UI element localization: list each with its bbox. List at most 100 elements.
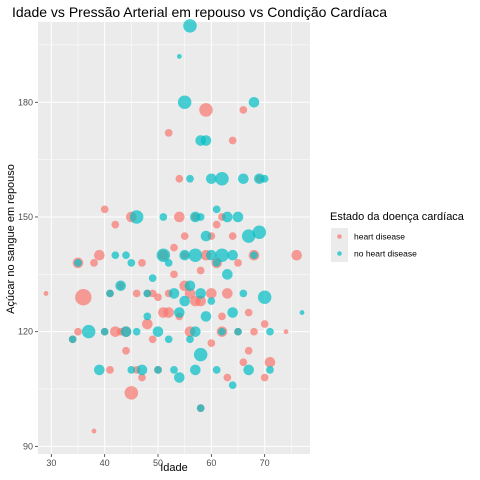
y-tick-label: 180 [18, 97, 33, 107]
point-no-heart-disease [156, 248, 171, 262]
point-no-heart-disease [299, 310, 305, 315]
axes: 30 40 50 60 70 90 120 150 180 [18, 97, 270, 468]
point-heart-disease [148, 289, 157, 298]
y-axis-title: Açúcar no sangue em repouso [5, 164, 17, 314]
point-heart-disease [122, 346, 130, 355]
point-no-heart-disease [252, 225, 267, 240]
x-tick-label: 30 [46, 458, 56, 468]
legend-title: Estado da doença cardíaca [330, 211, 465, 223]
point-no-heart-disease [186, 174, 194, 183]
point-no-heart-disease [152, 326, 164, 337]
point-no-heart-disease [120, 326, 132, 337]
point-no-heart-disease [232, 211, 244, 223]
point-heart-disease [100, 205, 109, 214]
legend-key-no-heart-disease [337, 251, 342, 256]
point-heart-disease [234, 258, 242, 267]
point-heart-disease [264, 356, 276, 368]
point-no-heart-disease [190, 326, 201, 337]
point-heart-disease [124, 386, 139, 400]
point-heart-disease [142, 318, 153, 330]
point-no-heart-disease [195, 288, 206, 299]
x-tick-label: 60 [206, 458, 216, 468]
point-no-heart-disease [227, 307, 238, 318]
point-no-heart-disease [212, 366, 221, 374]
point-no-heart-disease [207, 297, 216, 305]
point-no-heart-disease [132, 327, 141, 336]
point-heart-disease [207, 339, 216, 347]
point-heart-disease [106, 366, 114, 374]
point-no-heart-disease [170, 366, 178, 374]
point-heart-disease [164, 129, 173, 137]
point-heart-disease [239, 106, 248, 114]
x-tick-label: 50 [153, 458, 163, 468]
point-heart-disease [138, 258, 146, 267]
legend-label-no-heart-disease: no heart disease [354, 249, 417, 259]
y-tick-label: 90 [23, 441, 33, 451]
point-no-heart-disease [127, 258, 136, 267]
legend: Estado da doença cardíaca heart disease … [330, 211, 465, 262]
point-no-heart-disease [222, 269, 233, 280]
legend-key-heart-disease [337, 234, 342, 239]
point-heart-disease [75, 289, 92, 306]
point-heart-disease [175, 174, 184, 183]
point-no-heart-disease [74, 258, 82, 267]
point-no-heart-disease [159, 213, 168, 221]
point-no-heart-disease [248, 96, 260, 108]
point-no-heart-disease [143, 289, 152, 298]
point-heart-disease [222, 288, 233, 299]
point-no-heart-disease [239, 289, 248, 298]
point-no-heart-disease [250, 251, 258, 260]
point-heart-disease [94, 249, 105, 261]
point-heart-disease [91, 428, 97, 434]
point-heart-disease [218, 312, 226, 321]
point-no-heart-disease [122, 251, 130, 260]
point-no-heart-disease [168, 288, 180, 299]
data-points [43, 19, 305, 434]
point-no-heart-disease [193, 347, 208, 362]
x-tick-label: 40 [100, 458, 110, 468]
point-heart-disease [111, 220, 120, 229]
point-no-heart-disease [184, 280, 196, 292]
point-no-heart-disease [174, 307, 185, 318]
y-tick-label: 120 [18, 327, 33, 337]
point-no-heart-disease [127, 366, 136, 374]
point-no-heart-disease [164, 258, 173, 267]
point-no-heart-disease [164, 335, 173, 344]
point-heart-disease [291, 249, 302, 261]
point-no-heart-disease [227, 249, 238, 261]
point-heart-disease [260, 320, 269, 328]
point-heart-disease [212, 220, 221, 229]
point-heart-disease [196, 266, 205, 275]
point-no-heart-disease [100, 327, 109, 336]
x-tick-label: 70 [260, 458, 270, 468]
legend-label-heart-disease: heart disease [354, 232, 405, 242]
point-no-heart-disease [228, 381, 237, 390]
point-no-heart-disease [176, 54, 182, 59]
point-no-heart-disease [183, 19, 197, 33]
point-no-heart-disease [148, 274, 157, 282]
point-heart-disease [138, 373, 146, 382]
point-no-heart-disease [200, 230, 212, 242]
point-no-heart-disease [196, 404, 205, 412]
point-no-heart-disease [212, 205, 221, 214]
point-no-heart-disease [218, 327, 226, 336]
point-heart-disease [154, 293, 162, 302]
point-heart-disease [163, 307, 174, 318]
point-no-heart-disease [188, 248, 203, 262]
point-heart-disease [43, 291, 49, 296]
point-no-heart-disease [260, 174, 269, 183]
chart-title: Idade vs Pressão Arterial em repouso vs … [12, 4, 387, 20]
point-no-heart-disease [106, 289, 114, 298]
point-heart-disease [174, 211, 185, 223]
point-no-heart-disease [196, 213, 205, 221]
point-heart-disease [250, 327, 258, 336]
point-no-heart-disease [215, 171, 229, 186]
point-no-heart-disease [200, 311, 212, 322]
point-heart-disease [223, 373, 232, 382]
point-no-heart-disease [266, 366, 274, 374]
point-heart-disease [74, 327, 82, 336]
point-no-heart-disease [179, 249, 190, 261]
point-no-heart-disease [243, 364, 254, 376]
y-tick-label: 150 [18, 212, 33, 222]
